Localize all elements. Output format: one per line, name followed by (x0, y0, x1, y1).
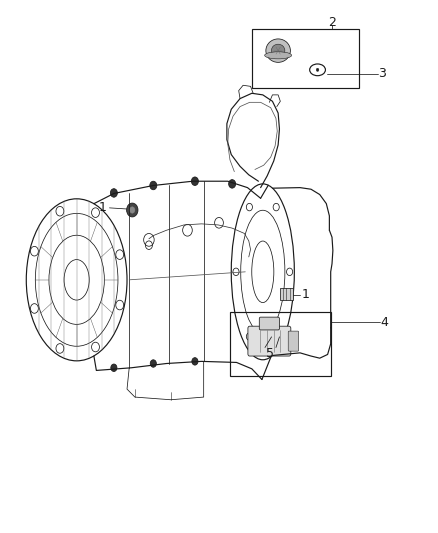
Ellipse shape (266, 39, 290, 62)
Circle shape (150, 360, 156, 367)
Ellipse shape (265, 52, 292, 59)
Text: 1: 1 (99, 201, 107, 214)
Circle shape (191, 177, 198, 185)
Text: 5: 5 (266, 347, 274, 360)
Ellipse shape (272, 44, 285, 57)
Circle shape (110, 189, 117, 197)
Circle shape (130, 207, 135, 213)
Circle shape (127, 203, 138, 217)
Circle shape (150, 181, 157, 190)
Text: 1: 1 (302, 288, 310, 301)
Bar (280, 288, 293, 300)
Text: 2: 2 (328, 16, 336, 29)
FancyBboxPatch shape (248, 326, 291, 356)
Text: 4: 4 (380, 316, 388, 329)
Circle shape (111, 364, 117, 372)
Bar (230, 312, 331, 376)
FancyBboxPatch shape (259, 317, 279, 330)
Text: 3: 3 (378, 67, 386, 80)
Bar (252, 29, 359, 88)
Circle shape (316, 68, 319, 71)
Circle shape (229, 180, 236, 188)
Circle shape (192, 358, 198, 365)
FancyBboxPatch shape (288, 331, 299, 351)
